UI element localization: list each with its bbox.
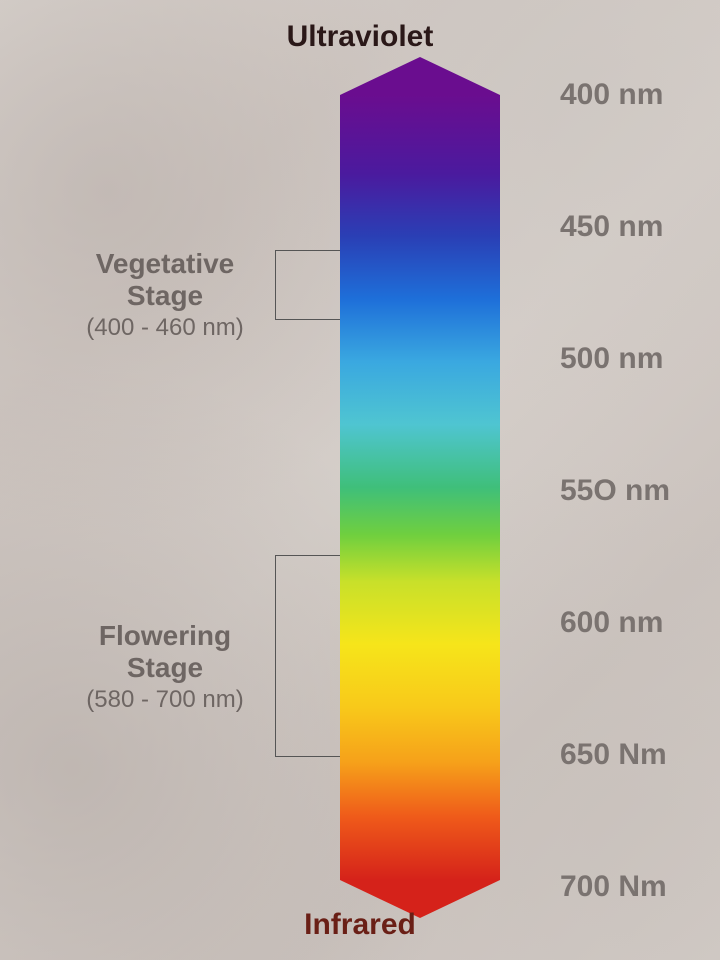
spectrum-bar-wrap bbox=[340, 95, 500, 880]
stage-range: (580 - 700 nm) bbox=[50, 686, 280, 714]
wavelength-label: 650 Nm bbox=[560, 738, 667, 772]
spectrum-diagram: Ultraviolet Infrared 400 nm 450 nm 500 nm 5… bbox=[0, 0, 720, 960]
stage-title: VegetativeStage bbox=[50, 248, 280, 312]
ultraviolet-label: Ultraviolet bbox=[0, 20, 720, 54]
stage-bracket bbox=[275, 555, 340, 757]
arrow-top bbox=[340, 57, 500, 95]
wavelength-label: 450 nm bbox=[560, 210, 663, 244]
stage-label: VegetativeStage(400 - 460 nm) bbox=[50, 248, 280, 342]
wavelength-label: 700 Nm bbox=[560, 870, 667, 904]
stage-bracket bbox=[275, 250, 340, 320]
spectrum-gradient bbox=[340, 95, 500, 880]
wavelength-label: 400 nm bbox=[560, 78, 663, 112]
wavelength-label: 55O nm bbox=[560, 474, 670, 508]
stage-title: FloweringStage bbox=[50, 620, 280, 684]
infrared-label: Infrared bbox=[0, 908, 720, 942]
wavelength-label: 600 nm bbox=[560, 606, 663, 640]
stage-label: FloweringStage(580 - 700 nm) bbox=[50, 620, 280, 714]
wavelength-label: 500 nm bbox=[560, 342, 663, 376]
stage-range: (400 - 460 nm) bbox=[50, 314, 280, 342]
